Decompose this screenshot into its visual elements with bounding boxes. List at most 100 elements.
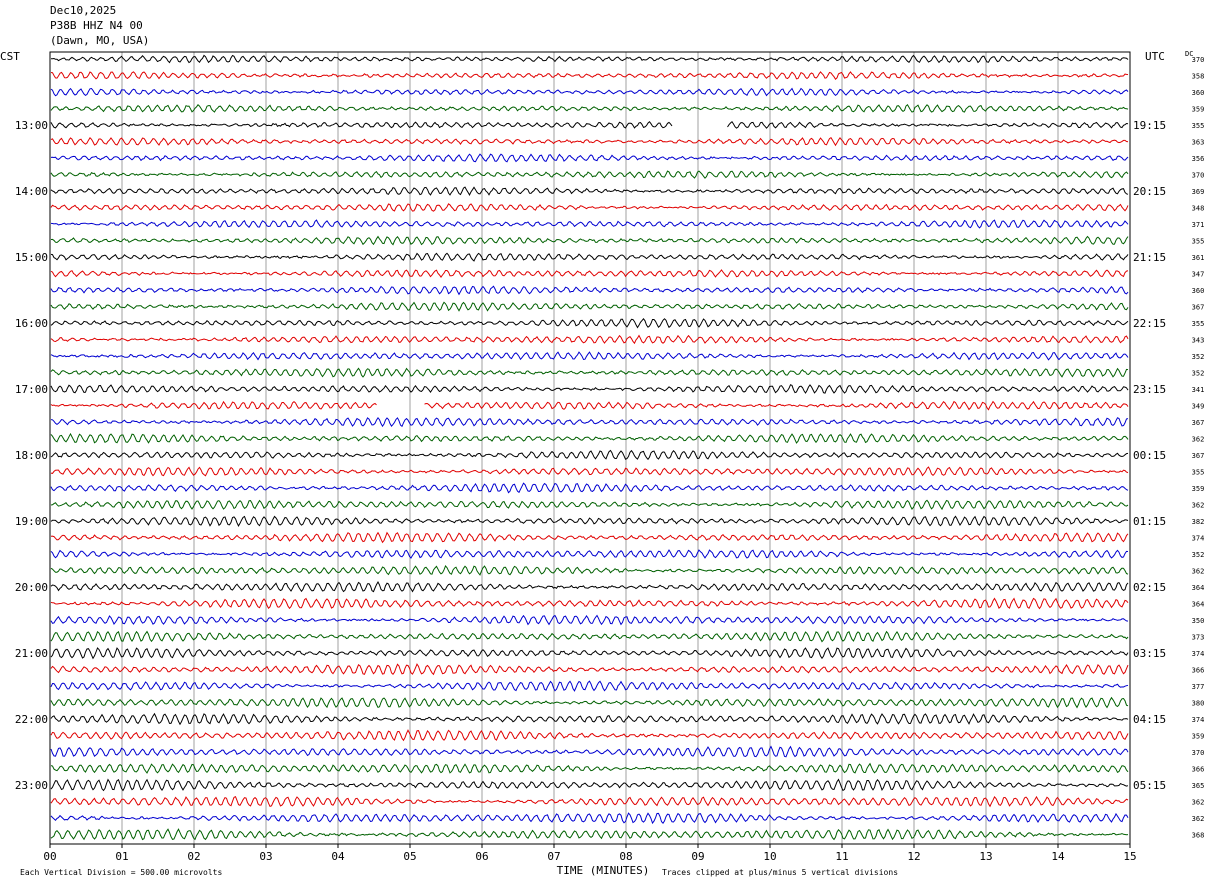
dc-offset-label: 370: [1192, 749, 1205, 757]
trace-row-31: [50, 565, 1129, 576]
trace-row-40: [50, 712, 1129, 726]
dc-offset-label: 359: [1192, 106, 1205, 114]
right-hour-label: 20:15: [1133, 185, 1166, 198]
right-hour-label: 21:15: [1133, 251, 1166, 264]
left-hour-label: 23:00: [15, 779, 48, 792]
dc-offset-label: 348: [1192, 205, 1205, 213]
trace-row-8: [50, 186, 1129, 196]
trace-row-23: [50, 432, 1129, 444]
dc-offset-label: 366: [1192, 766, 1205, 774]
trace-row-12: [50, 252, 1129, 262]
dc-offset-label: 373: [1192, 634, 1205, 642]
x-tick-label: 02: [187, 850, 200, 863]
x-tick-label: 06: [475, 850, 488, 863]
dc-offset-label: 356: [1192, 155, 1205, 163]
scale-note: Each Vertical Division = 500.00 microvol…: [20, 868, 222, 877]
trace-row-16: [50, 317, 1129, 329]
left-hour-label: 21:00: [15, 647, 48, 660]
trace-row-10: [50, 219, 1129, 229]
dc-offset-label: 343: [1192, 337, 1205, 345]
trace-row-5: [50, 136, 1129, 147]
right-hour-label: 03:15: [1133, 647, 1166, 660]
left-hour-label: 20:00: [15, 581, 48, 594]
trace-row-14: [50, 285, 1129, 296]
dc-offset-label: 366: [1192, 667, 1205, 675]
dc-offset-label: 374: [1192, 535, 1205, 543]
trace-row-47: [50, 828, 1129, 841]
trace-row-1: [50, 71, 1129, 80]
trace-row-39: [50, 696, 1129, 709]
x-axis-title: TIME (MINUTES): [557, 864, 650, 877]
left-hour-label: 22:00: [15, 713, 48, 726]
x-tick-label: 04: [331, 850, 345, 863]
trace-row-42: [50, 745, 1129, 758]
x-tick-label: 10: [763, 850, 776, 863]
right-hour-label: 05:15: [1133, 779, 1166, 792]
dc-offset-label: 362: [1192, 815, 1205, 823]
dc-offset-label: 367: [1192, 452, 1205, 460]
x-tick-label: 14: [1051, 850, 1065, 863]
dc-offset-label: 364: [1192, 601, 1205, 609]
trace-row-0: [51, 54, 1129, 64]
dc-offset-label: 363: [1192, 139, 1205, 147]
trace-row-28: [50, 515, 1129, 527]
x-tick-label: 09: [691, 850, 704, 863]
x-tick-label: 05: [403, 850, 416, 863]
dc-offset-label: 360: [1192, 287, 1205, 295]
left-hour-label: 14:00: [15, 185, 48, 198]
trace-row-32: [50, 580, 1129, 593]
x-tick-label: 15: [1123, 850, 1136, 863]
dc-header-label: DC: [1185, 50, 1193, 58]
dc-offset-label: 371: [1192, 221, 1205, 229]
plot-frame: [49, 51, 1131, 845]
x-tick-label: 13: [979, 850, 992, 863]
dc-offset-label: 368: [1192, 832, 1205, 840]
dc-offset-label: 358: [1192, 73, 1205, 81]
trace-row-9: [50, 203, 1129, 212]
trace-row-45: [50, 795, 1129, 808]
trace-row-27: [50, 499, 1129, 511]
dc-offset-label: 347: [1192, 271, 1205, 279]
right-timezone-label: UTC: [1145, 50, 1165, 63]
x-tick-label: 12: [907, 850, 920, 863]
dc-offset-label: 362: [1192, 502, 1205, 510]
left-timezone-label: CST: [0, 50, 20, 63]
trace-row-6: [50, 153, 1129, 163]
x-tick-label: 03: [259, 850, 272, 863]
dc-offset-label: 382: [1192, 518, 1205, 526]
trace-row-19: [50, 367, 1129, 378]
trace-row-43: [50, 762, 1129, 774]
dc-offset-label: 377: [1192, 683, 1205, 691]
dc-offset-label: 349: [1192, 403, 1205, 411]
trace-row-37: [50, 663, 1129, 676]
right-hour-label: 04:15: [1133, 713, 1166, 726]
trace-row-7: [50, 170, 1129, 179]
dc-offset-label: 355: [1192, 469, 1205, 477]
dc-offset-label: 367: [1192, 419, 1205, 427]
dc-offset-label: 370: [1192, 172, 1205, 180]
trace-row-17: [50, 334, 1129, 345]
location-label: (Dawn, MO, USA): [50, 34, 150, 47]
trace-row-46: [50, 812, 1129, 825]
left-hour-label: 18:00: [15, 449, 48, 462]
left-hour-label: 16:00: [15, 317, 48, 330]
station-label: P38B HHZ N4 00: [50, 19, 143, 32]
trace-row-34: [50, 614, 1129, 626]
left-hour-label: 19:00: [15, 515, 48, 528]
trace-row-18: [50, 351, 1129, 361]
right-hour-label: 23:15: [1133, 383, 1166, 396]
right-hour-label: 22:15: [1133, 317, 1166, 330]
dc-offset-label: 352: [1192, 551, 1205, 559]
trace-row-4: [50, 120, 1129, 129]
dc-offset-label: 374: [1192, 650, 1205, 658]
trace-row-22: [50, 416, 1129, 428]
dc-offset-label: 380: [1192, 700, 1205, 708]
trace-row-26: [50, 482, 1129, 494]
right-hour-label: 19:15: [1133, 119, 1166, 132]
trace-row-41: [50, 729, 1129, 742]
trace-row-35: [50, 630, 1129, 643]
trace-row-36: [50, 647, 1129, 660]
trace-row-11: [50, 235, 1129, 246]
clip-note: Traces clipped at plus/minus 5 vertical …: [662, 868, 898, 877]
